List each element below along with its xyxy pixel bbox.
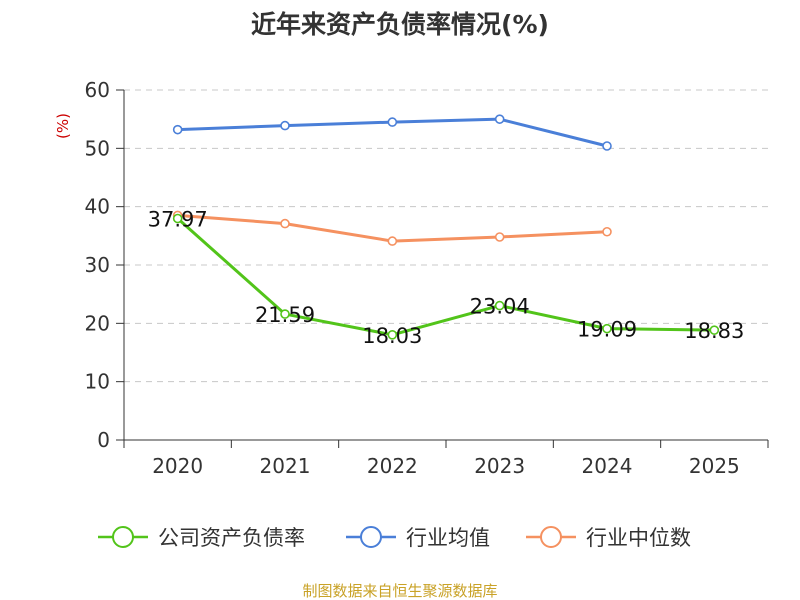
y-tick-label: 40 — [85, 195, 110, 219]
data-point[interactable] — [172, 213, 183, 224]
data-point[interactable] — [387, 330, 398, 340]
y-tick-label: 0 — [97, 428, 110, 452]
data-label: 18.03 — [362, 324, 422, 348]
data-point[interactable] — [602, 226, 612, 237]
data-point[interactable] — [280, 309, 290, 319]
y-tick-label: 30 — [85, 253, 110, 277]
data-point[interactable] — [387, 236, 398, 246]
data-point[interactable] — [494, 114, 505, 124]
y-tick-label: 10 — [85, 370, 110, 394]
x-tick-label: 2021 — [260, 454, 311, 478]
data-label: 37.97 — [148, 208, 208, 232]
x-tick-label: 2022 — [367, 454, 418, 478]
chart-title: 近年来资产负债率情况(%) — [251, 10, 549, 39]
data-label: 19.09 — [577, 318, 637, 342]
x-tick-label: 2023 — [474, 454, 525, 478]
data-point[interactable] — [709, 325, 720, 335]
x-tick-label: 2025 — [689, 454, 740, 478]
data-point[interactable] — [602, 323, 612, 334]
legend-label[interactable]: 行业中位数 — [586, 526, 691, 550]
x-tick-label: 2024 — [582, 454, 633, 478]
data-label: 18.83 — [684, 319, 744, 343]
data-point[interactable] — [172, 124, 183, 135]
data-point[interactable] — [494, 300, 505, 311]
gridlines — [124, 89, 768, 383]
y-axis-label: (%) — [54, 113, 72, 139]
legend[interactable]: 公司资产负债率 行业均值 行业中位数 — [98, 526, 691, 550]
y-tick-label: 20 — [85, 311, 110, 335]
x-axis-ticks: 2020 2021 2022 2023 2024 2025 — [123, 440, 769, 478]
data-point[interactable] — [280, 120, 290, 131]
y-tick-label: 50 — [85, 136, 110, 160]
legend-label[interactable]: 公司资产负债率 — [158, 526, 305, 550]
data-point[interactable] — [387, 117, 398, 127]
source-note: 制图数据来自恒生聚源数据库 — [302, 582, 497, 600]
legend-swatch-marker — [540, 526, 562, 548]
legend-label[interactable]: 行业均值 — [406, 526, 490, 550]
series-line — [176, 217, 715, 337]
series-group — [172, 114, 720, 340]
legend-swatch-marker — [112, 526, 134, 548]
x-tick-label: 2020 — [152, 454, 203, 478]
y-tick-label: 60 — [85, 78, 110, 102]
legend-swatch-marker — [360, 526, 382, 548]
data-point[interactable] — [280, 218, 290, 229]
data-point[interactable] — [602, 141, 612, 151]
data-point[interactable] — [494, 232, 505, 242]
data-label: 21.59 — [255, 303, 315, 327]
y-axis-ticks: 0 10 20 30 40 50 60 — [85, 78, 124, 452]
data-labels: 37.97 21.59 18.03 23.04 19.09 18.83 — [148, 208, 745, 348]
data-label: 23.04 — [470, 295, 530, 319]
